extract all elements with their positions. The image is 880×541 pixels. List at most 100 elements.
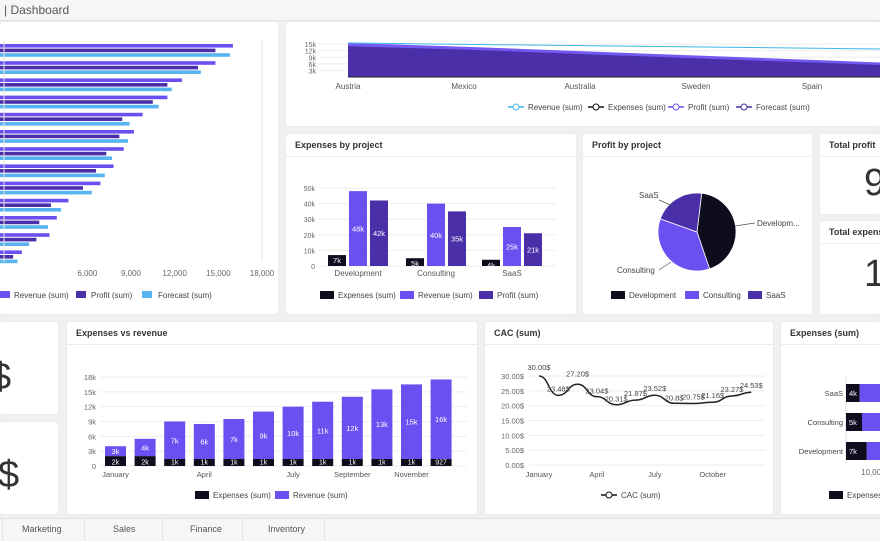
bar <box>0 255 14 259</box>
x-tick: October <box>699 470 726 479</box>
y-tick: 12k <box>84 403 96 412</box>
tab-divider <box>84 519 85 541</box>
y-tick: 6k <box>88 432 96 441</box>
y-tick: 12k <box>305 49 317 56</box>
legend-saas[interactable]: SaaS <box>766 291 786 300</box>
pie-slice <box>659 192 703 233</box>
data-label-revenue: 12k <box>346 424 358 433</box>
bar <box>0 78 182 82</box>
expenses-sum-card: Expenses (sum) 4k SaaS 5k Consulting 7k Devel… <box>781 322 880 514</box>
bar <box>0 190 92 195</box>
data-label: 20.31$ <box>605 395 629 404</box>
left-kpi-top-card: $ <box>0 322 58 414</box>
legend-expenses[interactable]: Expenses <box>847 491 880 500</box>
data-label: 42k <box>373 229 385 238</box>
data-label-expenses: 1k <box>378 460 386 467</box>
legend-consulting[interactable]: Consulting <box>703 291 741 300</box>
bar-revenue <box>341 396 363 459</box>
legend-development[interactable]: Development <box>629 291 677 300</box>
tab-inventory[interactable]: Inventory <box>268 524 306 534</box>
divider <box>485 344 773 345</box>
legend-forecast[interactable]: Forecast (sum) <box>756 103 810 112</box>
y-tick: 0.00$ <box>505 461 525 470</box>
data-label-revenue: 15k <box>405 418 417 427</box>
legend-profit[interactable]: Profit (sum) <box>688 103 730 112</box>
y-tick: 0 <box>92 462 96 471</box>
divider <box>820 156 880 157</box>
legend-revenue[interactable]: Revenue (sum) <box>418 291 473 300</box>
legend-forecast-swatch <box>142 291 152 298</box>
bar <box>0 44 233 48</box>
data-label: 21.16$ <box>701 391 725 400</box>
x-tick: 18,000 <box>250 269 275 278</box>
tab-sales[interactable]: Sales <box>113 524 136 534</box>
legend-revenue[interactable]: Revenue (sum) <box>14 291 69 300</box>
bar-revenue <box>164 421 186 459</box>
data-label: 27.20$ <box>566 369 590 378</box>
profit-by-project-card: Profit by project Developm... Consulting S… <box>583 134 812 314</box>
x-tick: Development <box>334 269 382 278</box>
legend-swatch-expenses <box>829 491 843 499</box>
y-tick: 20k <box>304 233 316 240</box>
bar <box>0 117 123 121</box>
legend-revenue-swatch <box>0 291 10 298</box>
bar <box>0 139 129 143</box>
expenses-by-project-card: Expenses by project 50k 40k 30k 20k 10k 0 7k 4… <box>286 134 576 314</box>
x-tick: Consulting <box>417 269 455 278</box>
legend-expenses[interactable]: Expenses (sum) <box>213 491 271 500</box>
bar-overflow <box>859 384 880 402</box>
bar <box>0 83 168 87</box>
data-label-expenses: 2k <box>141 460 149 467</box>
data-label-expenses: 1k <box>260 460 268 467</box>
bar <box>503 227 521 266</box>
x-tick: January <box>526 470 553 479</box>
bar <box>846 413 862 431</box>
legend-profit[interactable]: Profit (sum) <box>91 291 133 300</box>
x-tick: Austria <box>336 82 361 91</box>
bar <box>0 112 143 117</box>
tab-marketing[interactable]: Marketing <box>22 524 62 534</box>
bar <box>0 198 69 203</box>
legend-revenue[interactable]: Revenue (sum) <box>528 103 583 112</box>
y-tick: 20.00$ <box>501 402 525 411</box>
data-label: 7k <box>849 447 857 456</box>
legend-expenses[interactable]: Expenses (sum) <box>338 291 396 300</box>
legend-cac[interactable]: CAC (sum) <box>621 491 661 500</box>
bar <box>0 242 30 246</box>
bar <box>846 384 860 402</box>
data-label-revenue: 10k <box>287 429 299 438</box>
card-title: CAC (sum) <box>494 328 541 338</box>
bar-expenses <box>282 459 304 466</box>
x-tick: SaaS <box>502 269 522 278</box>
bar <box>0 259 18 264</box>
bar-expenses <box>253 459 274 466</box>
legend-forecast[interactable]: Forecast (sum) <box>158 291 212 300</box>
tab-finance[interactable]: Finance <box>190 524 223 534</box>
bar-expenses <box>312 459 334 466</box>
cac-line <box>538 375 752 406</box>
bar <box>0 48 216 53</box>
revenue-line <box>347 42 880 50</box>
legend-revenue[interactable]: Revenue (sum) <box>293 491 348 500</box>
data-label-revenue: 9k <box>260 431 268 440</box>
slice-label: Developm... <box>757 219 800 228</box>
data-label: 35k <box>451 235 463 244</box>
leader-line <box>658 199 674 207</box>
legend-profit[interactable]: Profit (sum) <box>497 291 539 300</box>
leader-line <box>658 261 672 271</box>
y-tick: 15k <box>84 388 96 397</box>
legend-profit-swatch <box>76 291 86 298</box>
data-label: 24.53$ <box>740 381 764 390</box>
data-label: 7k <box>333 256 341 265</box>
legend-expenses[interactable]: Expenses (sum) <box>608 103 666 112</box>
bar <box>0 208 62 212</box>
bar <box>0 237 37 242</box>
bar <box>0 151 107 156</box>
hbar-legend: Revenue (sum) Profit (sum) Forecast (sum… <box>0 291 212 300</box>
legend-swatch-saas <box>748 291 762 299</box>
data-label-expenses: 1k <box>171 460 179 467</box>
y-tick: 10k <box>304 248 316 255</box>
data-label-revenue: 7k <box>171 436 179 445</box>
y-tick: 15.00$ <box>501 417 525 426</box>
x-tick: Australia <box>564 82 596 91</box>
